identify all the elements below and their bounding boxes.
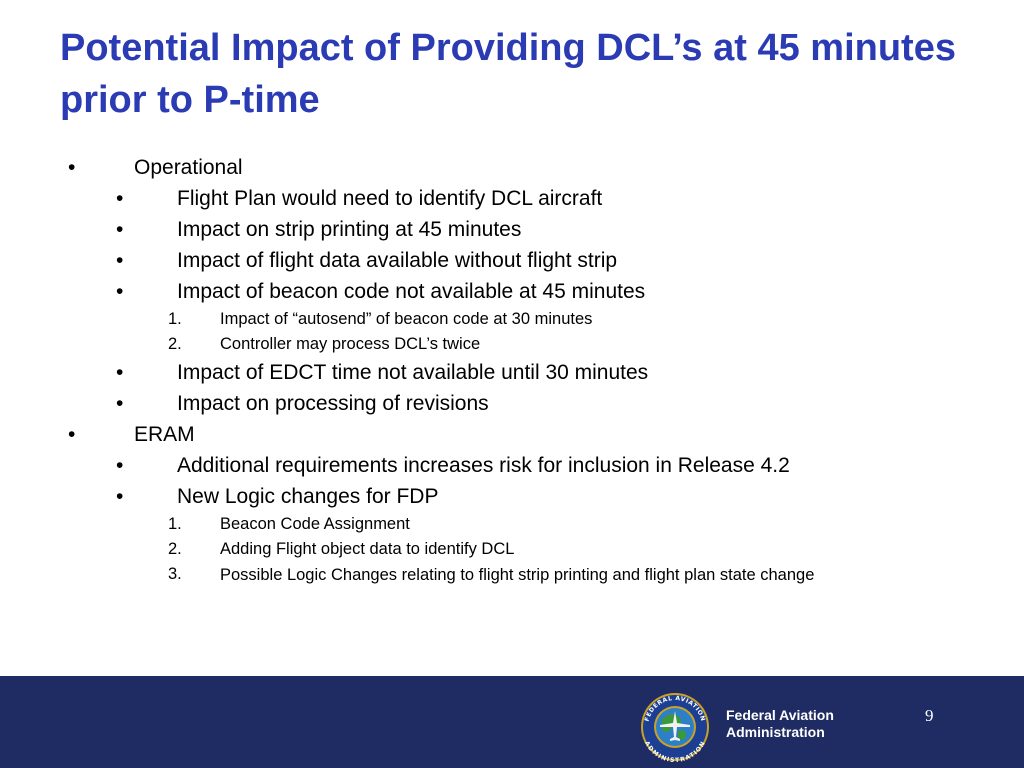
sub-bullet: • Impact on strip printing at 45 minutes bbox=[0, 214, 1024, 245]
numbered-item: 2. Adding Flight object data to identify… bbox=[0, 537, 1024, 562]
numbered-text: Beacon Code Assignment bbox=[220, 515, 410, 533]
number-marker: 2. bbox=[168, 335, 182, 353]
number-marker: 1. bbox=[168, 310, 182, 328]
numbered-text: Controller may process DCL’s twice bbox=[220, 335, 481, 353]
bullet-marker: • bbox=[116, 392, 124, 415]
agency-line-1: Federal Aviation bbox=[726, 707, 834, 723]
page-number: 9 bbox=[925, 706, 934, 725]
sub-bullet: • Impact of EDCT time not available unti… bbox=[0, 357, 1024, 388]
bullet-text: Impact on processing of revisions bbox=[177, 392, 489, 415]
bullet-text: Impact of EDCT time not available until … bbox=[177, 361, 649, 384]
faa-seal-logo: FEDERAL AVIATION ADMINISTRATION bbox=[641, 693, 709, 763]
bullet-text: Impact of flight data available without … bbox=[177, 249, 618, 272]
number-marker: 3. bbox=[168, 565, 182, 583]
agency-line-2: Administration bbox=[726, 724, 825, 740]
number-marker: 1. bbox=[168, 515, 182, 533]
sub-bullet: • Additional requirements increases risk… bbox=[0, 450, 1024, 481]
footer-band: FEDERAL AVIATION ADMINISTRATION Federal … bbox=[0, 676, 1024, 768]
numbered-text: Impact of “autosend” of beacon code at 3… bbox=[220, 310, 593, 328]
numbered-text: Adding Flight object data to identify DC… bbox=[220, 540, 515, 558]
bullet-marker: • bbox=[116, 218, 124, 241]
slide-body: • Operational • Flight Plan would need t… bbox=[0, 152, 1024, 606]
bullet-text: Flight Plan would need to identify DCL a… bbox=[177, 187, 603, 210]
bullet-marker: • bbox=[116, 454, 124, 477]
sub-bullet: • Impact on processing of revisions bbox=[0, 388, 1024, 419]
bullet-text: Operational bbox=[134, 156, 243, 179]
bullet-eram: • ERAM bbox=[0, 419, 1024, 450]
bullet-marker: • bbox=[116, 485, 124, 508]
numbered-item: 3. Possible Logic Changes relating to fl… bbox=[0, 562, 1024, 606]
number-marker: 2. bbox=[168, 540, 182, 558]
numbered-text: Possible Logic Changes relating to fligh… bbox=[220, 566, 815, 584]
sub-bullet: • Flight Plan would need to identify DCL… bbox=[0, 183, 1024, 214]
agency-name: Federal Aviation Administration bbox=[726, 707, 834, 741]
numbered-item: 1. Impact of “autosend” of beacon code a… bbox=[0, 307, 1024, 332]
bullet-operational: • Operational bbox=[0, 152, 1024, 183]
bullet-marker: • bbox=[116, 361, 124, 384]
bullet-text: ERAM bbox=[134, 423, 195, 446]
bullet-text: Additional requirements increases risk f… bbox=[177, 454, 790, 477]
numbered-item: 1. Beacon Code Assignment bbox=[0, 512, 1024, 537]
bullet-marker: • bbox=[116, 280, 124, 303]
bullet-text: Impact on strip printing at 45 minutes bbox=[177, 218, 522, 241]
numbered-item: 2. Controller may process DCL’s twice bbox=[0, 332, 1024, 357]
bullet-marker: • bbox=[116, 249, 124, 272]
bullet-text: New Logic changes for FDP bbox=[177, 485, 439, 508]
bullet-marker: • bbox=[116, 187, 124, 210]
bullet-marker: • bbox=[68, 423, 76, 446]
sub-bullet: • Impact of beacon code not available at… bbox=[0, 276, 1024, 307]
slide-title: Potential Impact of Providing DCL’s at 4… bbox=[60, 27, 956, 121]
sub-bullet: • New Logic changes for FDP bbox=[0, 481, 1024, 512]
sub-bullet: • Impact of flight data available withou… bbox=[0, 245, 1024, 276]
bullet-marker: • bbox=[68, 156, 76, 179]
bullet-text: Impact of beacon code not available at 4… bbox=[177, 280, 646, 303]
